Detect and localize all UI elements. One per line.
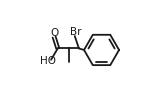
Text: Br: Br [70,27,81,37]
Text: O: O [51,28,59,38]
Text: HO: HO [40,56,56,66]
